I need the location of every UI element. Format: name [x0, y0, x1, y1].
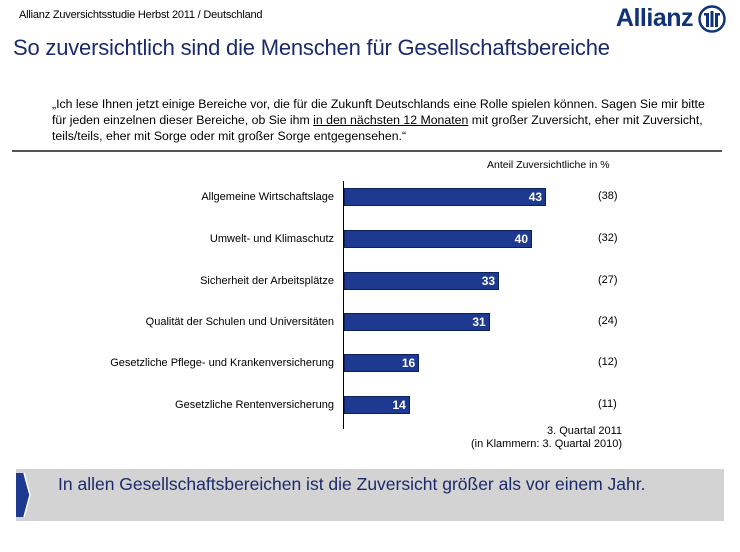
quote-underlined: in den nächsten 12 Monaten [313, 113, 469, 127]
bar-value-label: 16 [401, 356, 416, 370]
category-label: Sicherheit der Arbeitsplätze [200, 275, 334, 287]
allianz-logo: Allianz [616, 4, 726, 33]
quote-text-end: mit großer Zuversicht, eher mit Zuversic… [52, 113, 703, 143]
bar: 14 [344, 396, 410, 414]
bar: 43 [344, 188, 547, 206]
survey-question: „Ich lese Ihnen jetzt einige Bereiche vo… [52, 96, 722, 144]
conclusion-text: In allen Gesellschaftsbereichen ist die … [58, 474, 646, 494]
bar: 40 [344, 230, 532, 248]
previous-year-value: (27) [598, 274, 618, 286]
bar: 16 [344, 354, 420, 372]
quote-text: „Ich lese Ihnen jetzt einige Bereiche vo… [52, 97, 705, 127]
chevron-right-icon [16, 472, 31, 518]
bar-value-label: 31 [472, 315, 486, 329]
unit-label: Anteil Zuversichtliche in % [487, 159, 610, 171]
bar: 31 [344, 313, 490, 331]
study-label: Allianz Zuversichtsstudie Herbst 2011 / … [19, 9, 263, 21]
note-line-1: 3. Quartal 2011 [546, 425, 622, 437]
category-label: Gesetzliche Rentenversicherung [175, 399, 334, 411]
category-label: Allgemeine Wirtschaftslage [201, 191, 334, 203]
category-label: Qualität der Schulen und Universitäten [145, 316, 334, 328]
divider [12, 150, 722, 152]
bar-value-label: 43 [528, 190, 543, 204]
category-label: Umwelt- und Klimaschutz [209, 233, 334, 245]
previous-year-value: (12) [598, 356, 618, 368]
bar-value-label: 33 [481, 274, 496, 288]
y-axis-line [343, 181, 344, 429]
note-line-2: (in Klammern: 3. Quartal 2010) [470, 438, 622, 450]
previous-year-value: (38) [598, 190, 618, 202]
conclusion-banner [16, 469, 724, 521]
bar: 33 [344, 272, 500, 290]
bar-value-label: 14 [392, 398, 406, 412]
category-label: Gesetzliche Pflege- und Krankenversicher… [110, 357, 334, 369]
logo-text: Allianz [615, 4, 694, 32]
previous-year-value: (32) [598, 232, 618, 244]
page-title: So zuversichtlich sind die Menschen für … [13, 35, 610, 60]
allianz-eagle-icon [698, 4, 726, 33]
chart-note: 3. Quartal 2011 (in Klammern: 3. Quartal… [471, 425, 622, 451]
previous-year-value: (11) [598, 398, 617, 410]
bar-value-label: 40 [514, 232, 528, 246]
previous-year-value: (24) [598, 315, 618, 327]
